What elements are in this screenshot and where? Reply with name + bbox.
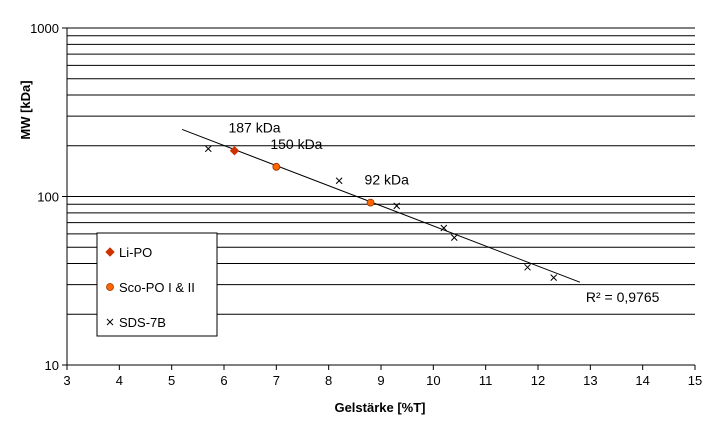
y-tick-label: 1000 bbox=[30, 21, 59, 36]
data-point-stroke bbox=[440, 224, 448, 232]
x-tick-label: 13 bbox=[583, 373, 597, 388]
tick-labels: 3 4 5 6 7 8 9 10 11 12 13 14 15 10 100 1000 bbox=[30, 21, 702, 388]
x-tick-label: 4 bbox=[116, 373, 123, 388]
annotation-label: 187 kDa bbox=[228, 120, 280, 136]
x-tick-label: 8 bbox=[325, 373, 332, 388]
data-point-stroke bbox=[450, 234, 458, 241]
legend-box bbox=[96, 232, 218, 337]
x-tick-label: 6 bbox=[220, 373, 227, 388]
data-point bbox=[440, 224, 448, 232]
y-tick-label: 100 bbox=[37, 190, 59, 205]
x-tick-label: 7 bbox=[273, 373, 280, 388]
data-point bbox=[450, 234, 458, 241]
axes bbox=[62, 27, 696, 370]
data-point bbox=[524, 263, 531, 271]
data-point bbox=[105, 247, 115, 257]
data-point-stroke bbox=[204, 145, 212, 153]
data-point-stroke bbox=[335, 177, 343, 185]
data-point-stroke bbox=[524, 263, 531, 271]
data-point bbox=[393, 202, 401, 210]
data-point bbox=[229, 145, 240, 156]
x-tick-label: 3 bbox=[63, 373, 70, 388]
x-tick-label: 14 bbox=[635, 373, 649, 388]
data-point bbox=[272, 162, 281, 171]
data-point bbox=[335, 177, 343, 185]
data-point-stroke bbox=[550, 274, 558, 281]
legend-label: SDS-7B bbox=[119, 315, 166, 330]
x-tick-label: 5 bbox=[168, 373, 175, 388]
legend-label: Li-PO bbox=[119, 245, 152, 260]
data-point-stroke bbox=[106, 318, 114, 326]
data-point bbox=[550, 274, 558, 281]
annotation-label: 150 kDa bbox=[270, 136, 322, 152]
x-tick-label: 11 bbox=[479, 373, 493, 388]
data-points bbox=[204, 145, 558, 281]
data-point bbox=[106, 283, 114, 291]
x-tick-label: 9 bbox=[377, 373, 384, 388]
annotation-label: 92 kDa bbox=[365, 172, 410, 188]
trendline: R² = 0,9765 bbox=[181, 128, 660, 305]
legend: Li-PO Sco-PO I & II SDS-7B bbox=[96, 232, 218, 337]
y-axis-title: MW [kDa] bbox=[18, 80, 33, 139]
x-tick-label: 10 bbox=[426, 373, 440, 388]
data-point bbox=[366, 198, 375, 207]
r-squared-label: R² = 0,9765 bbox=[586, 289, 660, 305]
x-tick-label: 15 bbox=[688, 373, 702, 388]
data-point-stroke bbox=[393, 202, 401, 210]
x-axis-title: Gelstärke [%T] bbox=[334, 400, 425, 415]
y-tick-label: 10 bbox=[45, 358, 59, 373]
trendline-line bbox=[181, 128, 581, 283]
x-tick-label: 12 bbox=[531, 373, 545, 388]
legend-label: Sco-PO I & II bbox=[119, 280, 195, 295]
data-point bbox=[204, 145, 212, 153]
data-point bbox=[106, 318, 114, 326]
